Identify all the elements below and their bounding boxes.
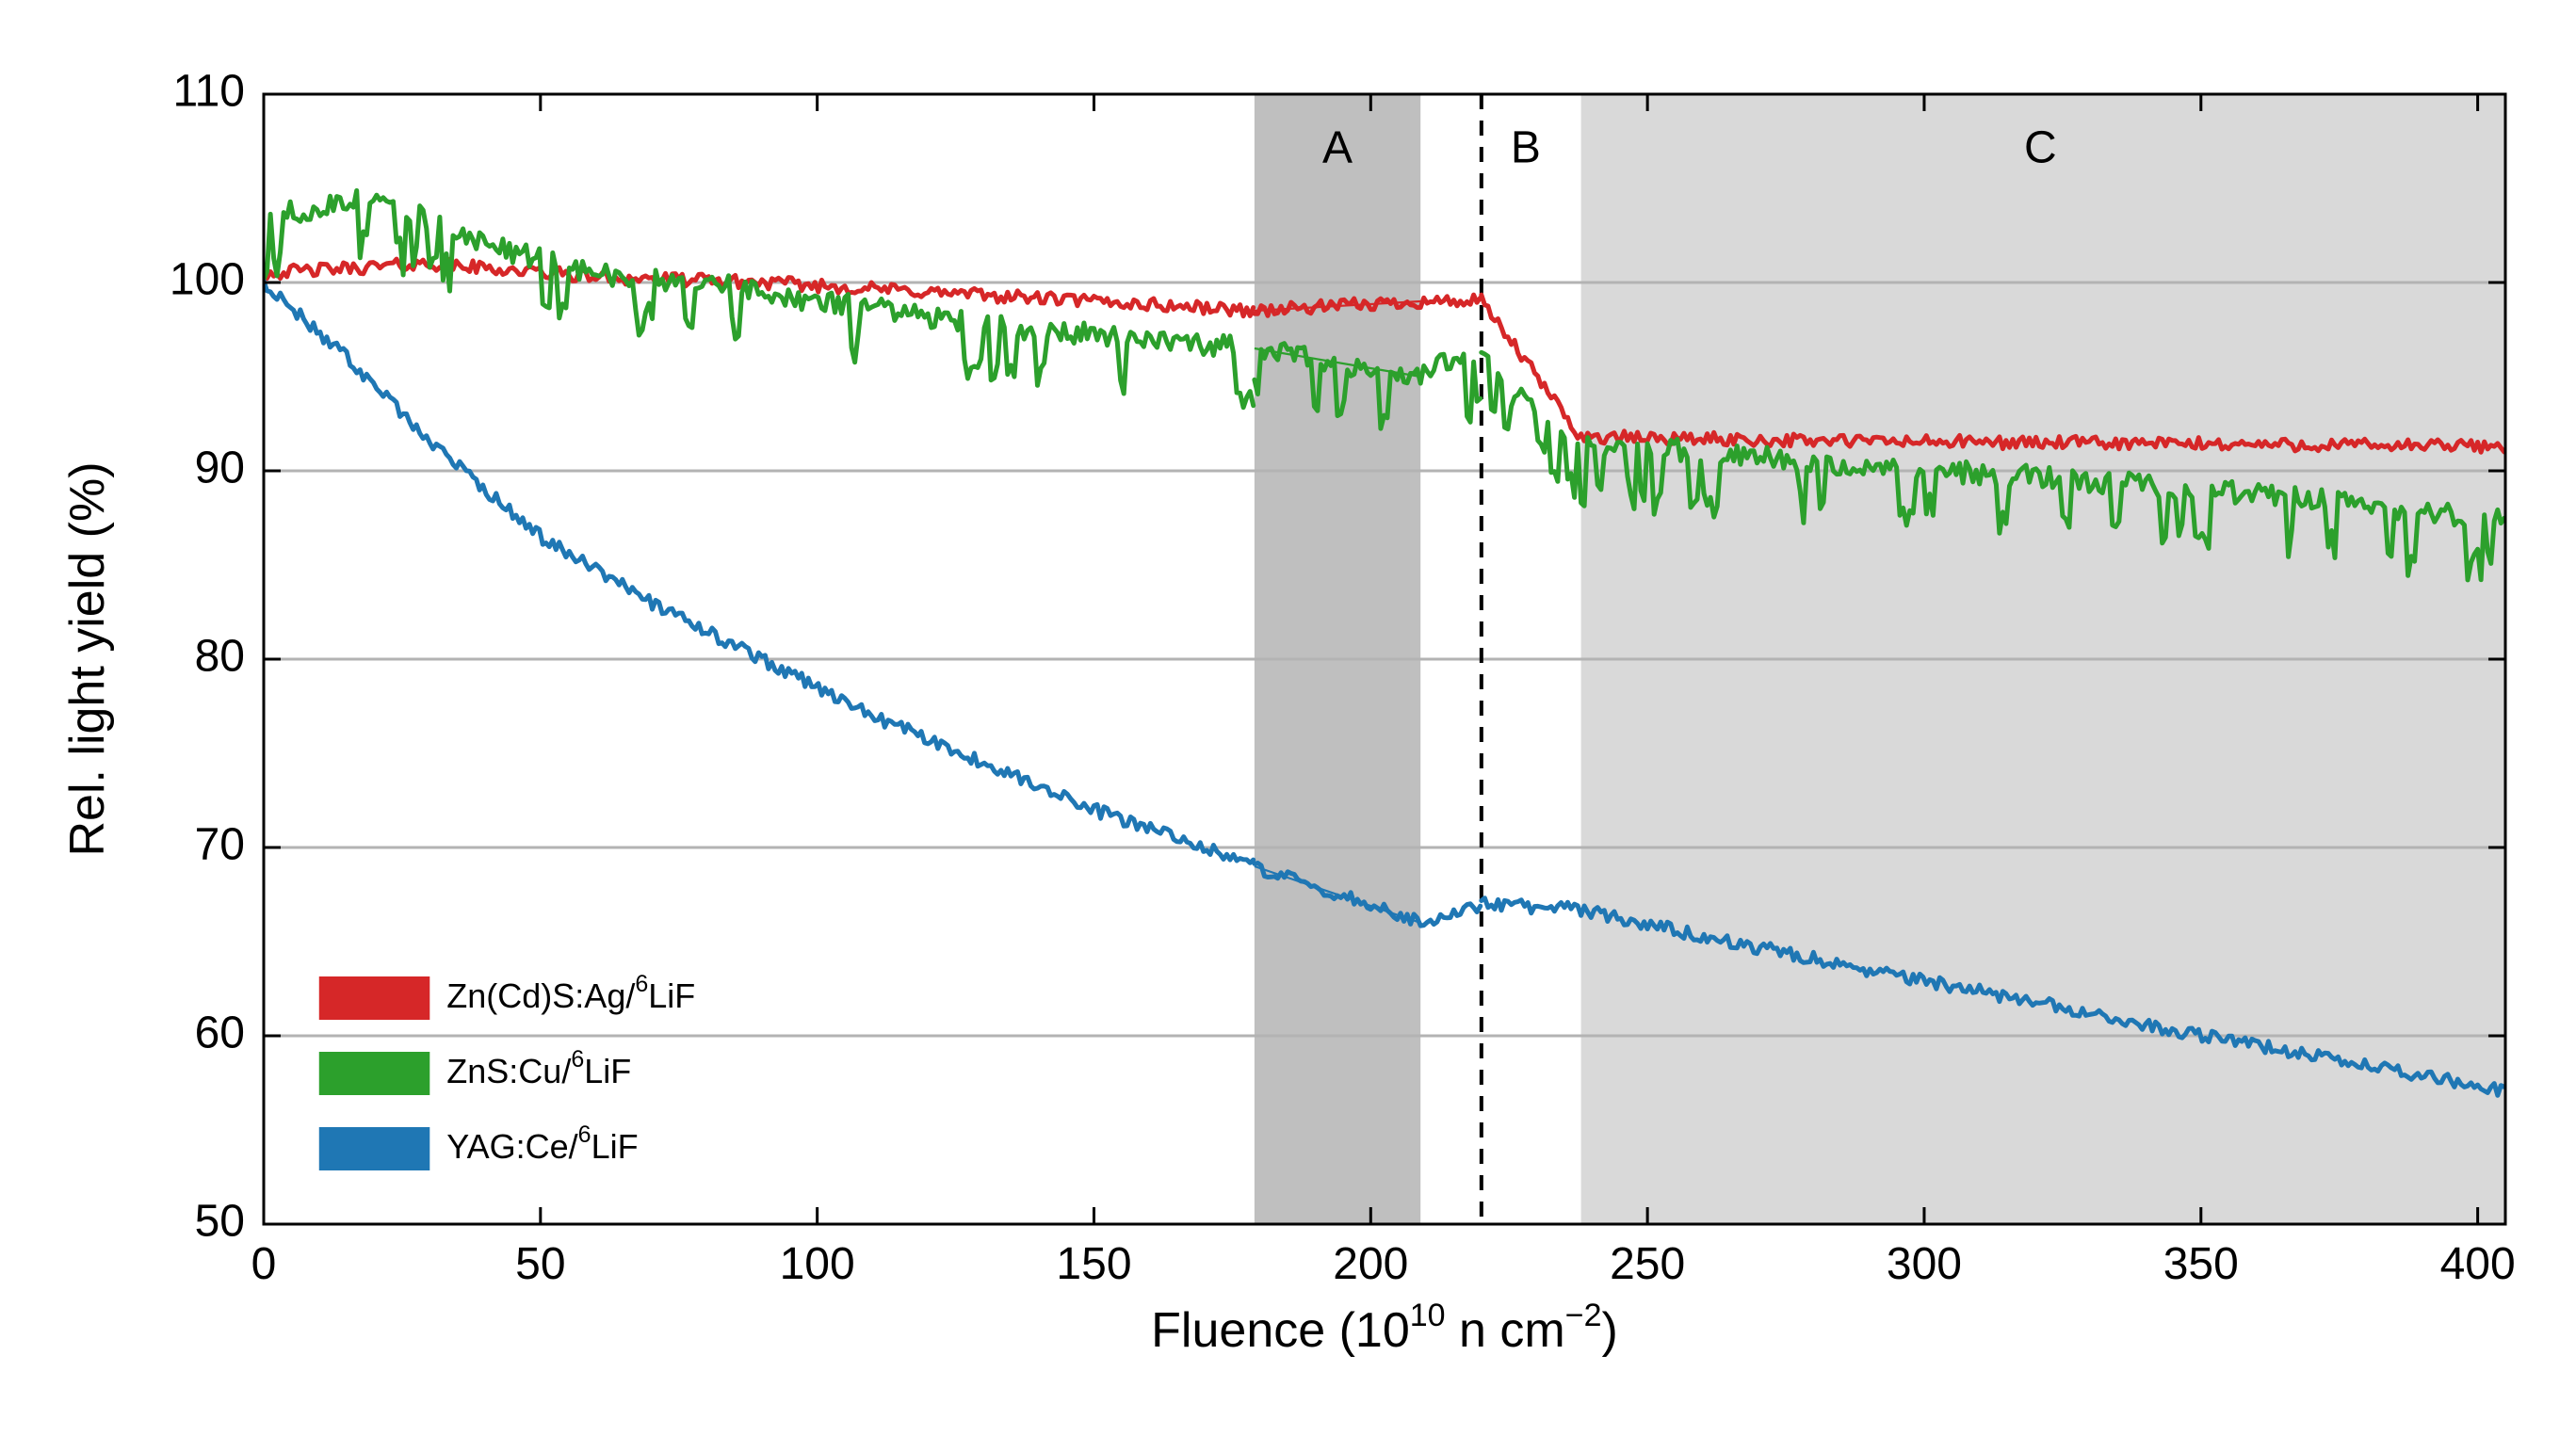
xtick-label: 300 bbox=[1887, 1239, 1962, 1289]
ytick-label: 80 bbox=[195, 632, 245, 682]
ytick-label: 110 bbox=[172, 67, 245, 117]
ytick-label: 100 bbox=[170, 255, 245, 305]
region-label: C bbox=[2024, 123, 2057, 173]
ytick-label: 90 bbox=[195, 444, 245, 493]
xtick-label: 350 bbox=[2163, 1239, 2239, 1289]
region-label: A bbox=[1322, 123, 1353, 173]
x-axis-label: Fluence (1010 n cm−2) bbox=[1151, 1298, 1618, 1358]
legend-label: ZnS:Cu/6LiF bbox=[446, 1046, 631, 1090]
xtick-label: 250 bbox=[1610, 1239, 1685, 1289]
line-chart: ABC0501001502002503003504005060708090100… bbox=[0, 0, 2576, 1452]
legend-label: Zn(Cd)S:Ag/6LiF bbox=[446, 971, 695, 1015]
legend-swatch bbox=[319, 1127, 430, 1170]
ytick-label: 50 bbox=[195, 1197, 245, 1247]
xtick-label: 200 bbox=[1333, 1239, 1408, 1289]
xtick-label: 100 bbox=[780, 1239, 855, 1289]
legend-swatch bbox=[319, 976, 430, 1020]
xtick-label: 50 bbox=[515, 1239, 565, 1289]
ytick-label: 60 bbox=[195, 1008, 245, 1058]
legend-label: YAG:Ce/6LiF bbox=[446, 1121, 638, 1166]
region-label: B bbox=[1511, 123, 1541, 173]
legend-swatch bbox=[319, 1052, 430, 1095]
y-axis-label: Rel. light yield (%) bbox=[60, 461, 115, 856]
ytick-label: 70 bbox=[195, 820, 245, 870]
xtick-label: 150 bbox=[1056, 1239, 1131, 1289]
xtick-label: 0 bbox=[251, 1239, 277, 1289]
chart-container: ABC0501001502002503003504005060708090100… bbox=[0, 0, 2576, 1452]
xtick-label: 400 bbox=[2440, 1239, 2516, 1289]
